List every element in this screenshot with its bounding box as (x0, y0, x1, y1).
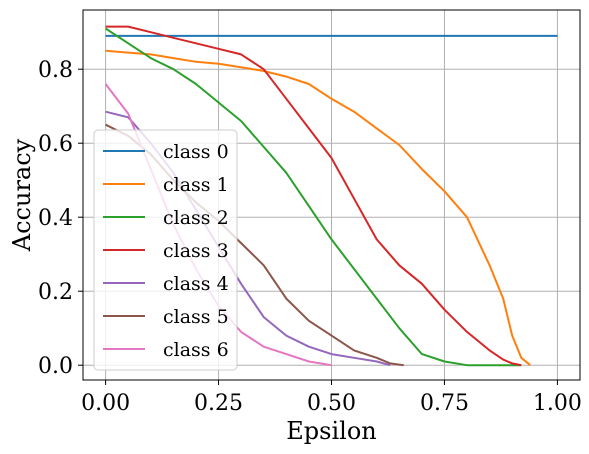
y-tick-label: 0.2 (38, 280, 73, 305)
y-tick-label: 0.6 (38, 132, 73, 157)
x-tick-label: 0.50 (307, 391, 356, 416)
legend-label: class 3 (163, 240, 229, 262)
ticks: 0.00 0.25 0.50 0.75 1.00 0.0 0.2 0.4 0.6 0.8 (38, 58, 582, 416)
legend: class 0 class 1 class 2 class 3 class 4 class… (93, 129, 238, 371)
legend-box (93, 129, 238, 371)
x-tick-label: 1.00 (533, 391, 582, 416)
legend-label: class 2 (163, 207, 229, 229)
series-line-class-1 (105, 49, 531, 366)
x-tick-label: 0.25 (194, 391, 243, 416)
y-tick-label: 0.8 (38, 58, 73, 83)
x-tick-label: 0.75 (420, 391, 469, 416)
x-tick-label: 0.00 (81, 391, 130, 416)
series-line-class-3 (105, 25, 522, 367)
series-line-class-2 (105, 27, 522, 367)
legend-label: class 4 (163, 273, 229, 295)
legend-label: class 6 (163, 339, 229, 361)
legend-label: class 0 (163, 141, 229, 163)
y-tick-label: 0.4 (38, 206, 73, 231)
y-axis-title: Accuracy (8, 138, 36, 252)
legend-label: class 5 (163, 306, 229, 328)
legend-label: class 1 (163, 174, 229, 196)
y-tick-label: 0.0 (38, 354, 73, 379)
x-axis-title: Epsilon (286, 417, 376, 445)
